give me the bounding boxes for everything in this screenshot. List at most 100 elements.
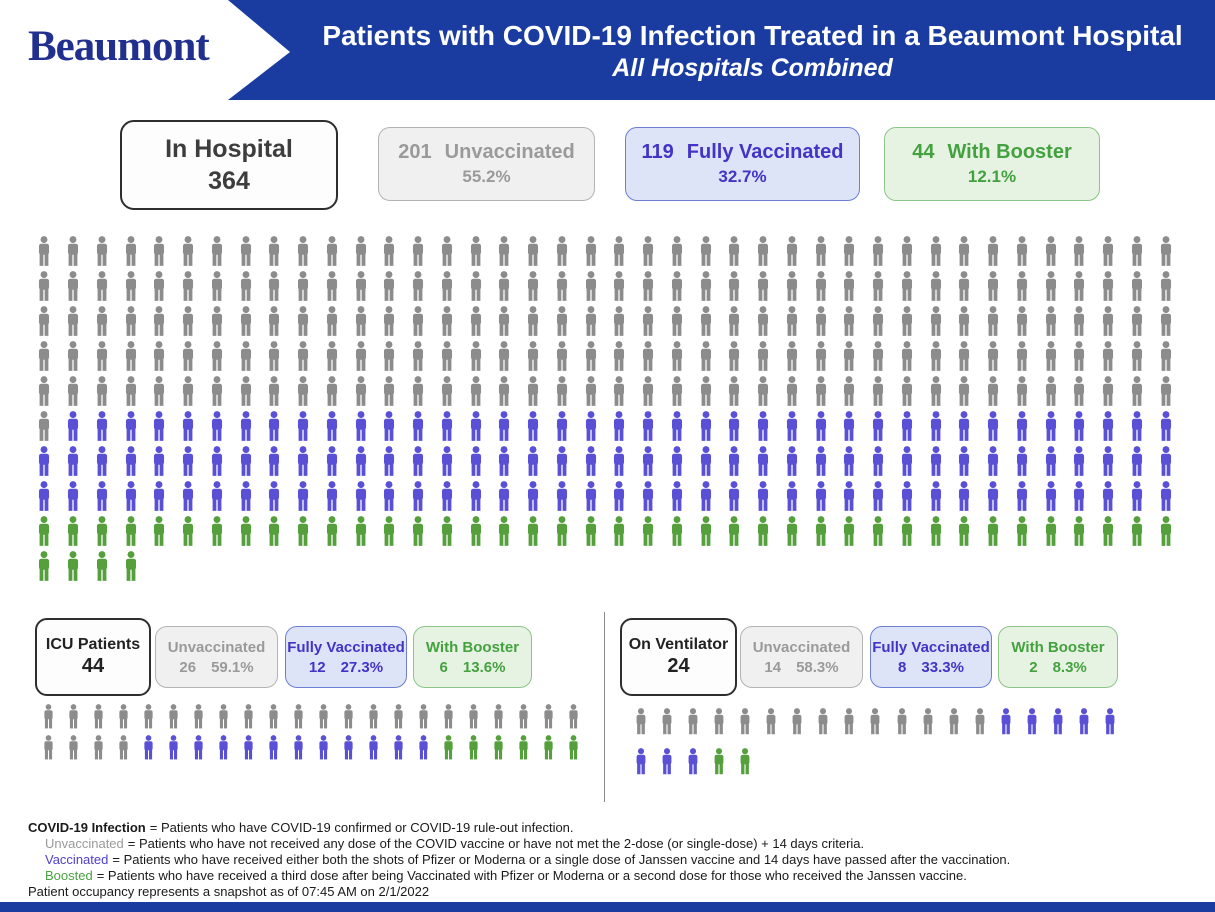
person-icon (1160, 516, 1171, 546)
person-icon (369, 704, 378, 729)
person-icon (39, 446, 50, 476)
person-icon (959, 516, 970, 546)
title-banner: Patients with COVID-19 Infection Treated… (228, 0, 1215, 100)
person-icon (815, 481, 826, 511)
icu-patients-label: ICU Patients (45, 636, 141, 653)
page-title: Patients with COVID-19 Infection Treated… (322, 19, 1183, 51)
person-icon (1001, 708, 1011, 735)
person-icon (585, 516, 596, 546)
person-icon (959, 271, 970, 301)
person-icon (326, 376, 337, 406)
person-icon (901, 341, 912, 371)
person-icon (614, 376, 625, 406)
ventilator-card-fully-vaccinated: Fully Vaccinated 8 33.3% (870, 626, 992, 688)
person-icon (183, 341, 194, 371)
person-icon (585, 236, 596, 266)
person-icon (585, 446, 596, 476)
on-ventilator-box: On Ventilator 24 (620, 618, 737, 696)
person-icon (194, 735, 203, 760)
person-icon (729, 516, 740, 546)
person-icon (930, 446, 941, 476)
person-icon (269, 236, 280, 266)
footnotes: COVID-19 Infection = Patients who have CO… (28, 820, 1208, 900)
person-icon (326, 236, 337, 266)
person-icon (68, 446, 79, 476)
person-icon (959, 306, 970, 336)
icu-card-unvaccinated: Unvaccinated 26 59.1% (155, 626, 278, 688)
person-icon (614, 516, 625, 546)
icu-pictograph (36, 704, 586, 766)
person-icon (556, 481, 567, 511)
icu-with-booster-count: 6 (439, 658, 448, 676)
person-icon (1074, 516, 1085, 546)
person-icon (671, 516, 682, 546)
ventilator-fully-vaccinated-count: 8 (898, 658, 907, 676)
person-icon (96, 341, 107, 371)
person-icon (219, 735, 228, 760)
person-icon (125, 306, 136, 336)
person-icon (169, 704, 178, 729)
person-icon (643, 446, 654, 476)
person-icon (1103, 411, 1114, 441)
person-icon (688, 748, 698, 775)
person-icon (614, 446, 625, 476)
person-icon (786, 306, 797, 336)
person-icon (815, 376, 826, 406)
person-icon (244, 704, 253, 729)
ventilator-unvaccinated-label: Unvaccinated (752, 638, 851, 656)
person-icon (544, 704, 553, 729)
fully-vaccinated-pct: 32.7% (718, 167, 767, 186)
person-icon (1016, 516, 1027, 546)
person-icon (585, 306, 596, 336)
person-icon (1045, 481, 1056, 511)
ventilator-card-with-booster: With Booster 2 8.3% (998, 626, 1118, 688)
person-icon (96, 481, 107, 511)
person-icon (671, 306, 682, 336)
person-icon (815, 271, 826, 301)
person-icon (988, 446, 999, 476)
person-icon (901, 236, 912, 266)
icu-card-with-booster: With Booster 6 13.6% (413, 626, 532, 688)
person-icon (1105, 708, 1115, 735)
person-icon (1045, 271, 1056, 301)
person-icon (815, 306, 826, 336)
footnote-text-unvaccinated: = Patients who have not received any dos… (127, 836, 865, 851)
person-icon (384, 376, 395, 406)
person-icon (1074, 481, 1085, 511)
person-icon (355, 446, 366, 476)
ventilator-with-booster-pct: 8.3% (1052, 658, 1087, 676)
person-icon (355, 271, 366, 301)
person-icon (68, 551, 79, 581)
person-icon (729, 376, 740, 406)
person-icon (873, 236, 884, 266)
person-icon (1131, 236, 1142, 266)
beaumont-logo: Beaumont (28, 23, 210, 70)
person-icon (614, 236, 625, 266)
person-icon (319, 704, 328, 729)
with-booster-pct: 12.1% (967, 167, 1017, 186)
person-icon (815, 411, 826, 441)
person-icon (1074, 271, 1085, 301)
person-icon (988, 306, 999, 336)
person-icon (94, 704, 103, 729)
summary-card-unvaccinated: 201 Unvaccinated 55.2% (378, 127, 595, 201)
person-icon (384, 446, 395, 476)
person-icon (68, 481, 79, 511)
person-icon (740, 708, 750, 735)
person-icon (844, 481, 855, 511)
footnote-term-vaccinated: Vaccinated (45, 852, 109, 867)
person-icon (68, 376, 79, 406)
person-icon (269, 704, 278, 729)
snapshot-note: Patient occupancy represents a snapshot … (28, 884, 430, 899)
person-icon (1074, 306, 1085, 336)
person-icon (211, 446, 222, 476)
person-icon (125, 551, 136, 581)
person-icon (844, 306, 855, 336)
person-icon (556, 516, 567, 546)
person-icon (326, 306, 337, 336)
person-icon (614, 341, 625, 371)
person-icon (499, 306, 510, 336)
person-icon (125, 341, 136, 371)
person-icon (786, 236, 797, 266)
person-icon (729, 306, 740, 336)
